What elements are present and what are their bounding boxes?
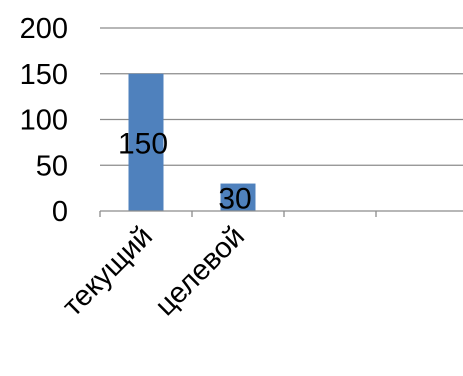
y-tick-label-200: 200 [20, 13, 68, 45]
y-tick-labels: 0 50 100 150 200 [20, 13, 68, 228]
y-tick-label-150: 150 [20, 59, 68, 91]
bar-2 [220, 183, 256, 211]
x-category-label-2: целевой [149, 220, 251, 322]
bars [128, 73, 256, 211]
x-axis [99, 210, 463, 217]
data-labels: 150 30 [118, 127, 252, 215]
bar-1 [128, 73, 164, 211]
x-category-label-1: текущий [57, 220, 159, 322]
y-tick-label-50: 50 [36, 150, 68, 182]
y-tick-label-100: 100 [20, 105, 68, 137]
y-tick-label-0: 0 [52, 196, 68, 228]
data-label-1: 150 [118, 127, 168, 160]
data-label-2: 30 [218, 182, 251, 215]
